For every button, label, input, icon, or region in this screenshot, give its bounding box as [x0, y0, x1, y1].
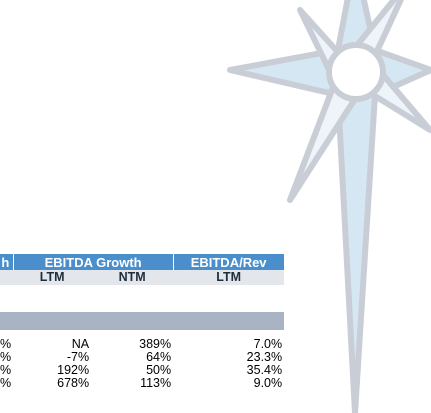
- subheader-cell: LTM: [13, 270, 91, 285]
- data-row: %-7%64%23.3%: [0, 351, 284, 364]
- header-cell: EBITDA/Rev: [173, 254, 284, 270]
- data-cell: 9.0%: [173, 377, 284, 390]
- data-cell: 113%: [91, 377, 173, 390]
- subheader-cell: LTM: [173, 270, 284, 285]
- subheader-cell: NTM: [91, 270, 173, 285]
- data-row: %678%113%9.0%: [0, 377, 284, 390]
- table: h EBITDA Growth EBITDA/Rev LTM NTM LTM %…: [0, 254, 285, 390]
- data-cell: %: [0, 377, 13, 390]
- section-band: [0, 312, 284, 330]
- subheader-row: LTM NTM LTM: [0, 270, 284, 285]
- page: h EBITDA Growth EBITDA/Rev LTM NTM LTM %…: [0, 0, 431, 413]
- header-cell: h: [0, 254, 13, 270]
- data-cell: 678%: [13, 377, 91, 390]
- header-cell: EBITDA Growth: [13, 254, 173, 270]
- header-row: h EBITDA Growth EBITDA/Rev: [0, 254, 284, 270]
